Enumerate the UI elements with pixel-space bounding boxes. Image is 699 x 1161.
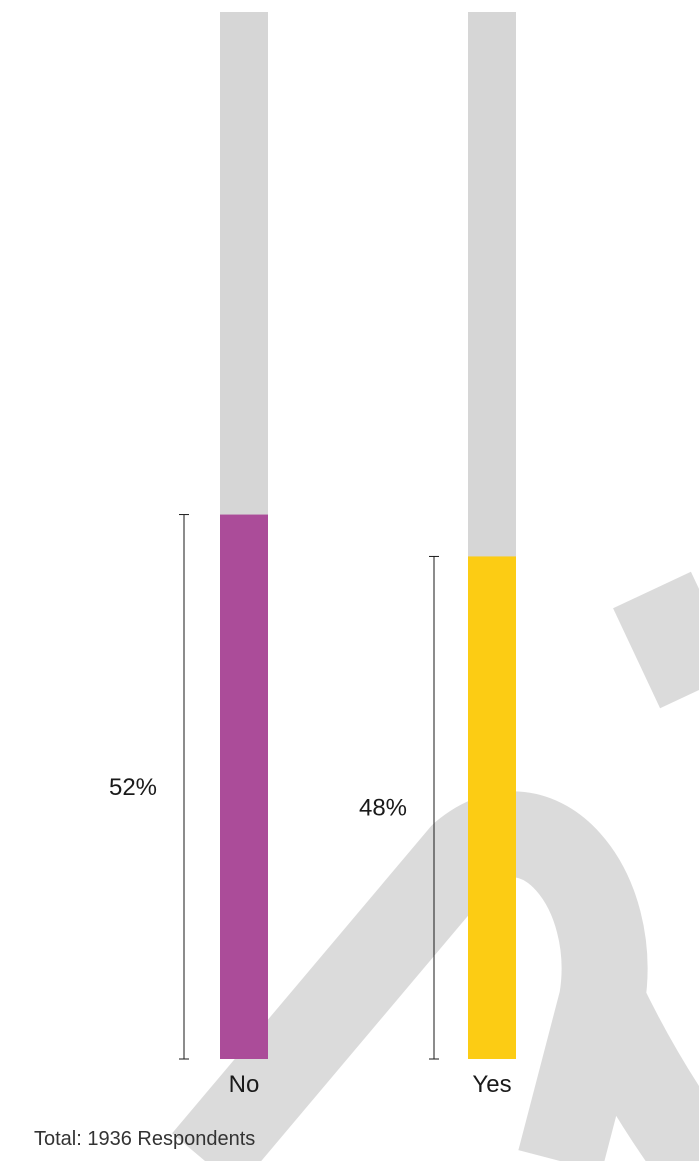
bar-yes [468, 556, 516, 1059]
bar-no [220, 514, 268, 1059]
bracket-yes [429, 555, 439, 1060]
bars [220, 12, 516, 1059]
bracket-no [179, 514, 189, 1060]
value-label-yes: 48% [359, 795, 407, 822]
category-label-no: No [229, 1071, 260, 1098]
category-label-yes: Yes [472, 1071, 511, 1098]
value-label-no: 52% [109, 774, 157, 801]
total-respondents: Total: 1936 Respondents [34, 1128, 256, 1150]
watermark-shape [172, 571, 699, 1161]
labels: 52% No 48% Yes [109, 514, 512, 1098]
watermark-stroke [172, 571, 699, 1161]
